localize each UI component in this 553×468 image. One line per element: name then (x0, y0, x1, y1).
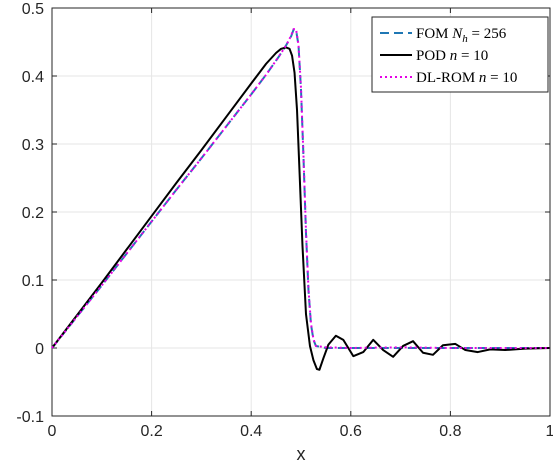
y-tick-label: 0 (35, 341, 44, 358)
y-tick-labels: -0.1 0 0.1 0.2 0.3 0.4 0.5 (16, 1, 44, 426)
y-tick-label: -0.1 (16, 409, 44, 426)
x-tick-label: 0.6 (340, 423, 362, 440)
x-tick-label: 0 (48, 423, 57, 440)
y-tick-label: 0.4 (22, 69, 44, 86)
y-tick-label: 0.5 (22, 1, 44, 18)
legend-entry: FOM Nh = 256 (416, 26, 507, 45)
series-lines (51, 28, 551, 371)
x-axis-label: x (297, 444, 306, 464)
series-line-1 (51, 46, 551, 371)
x-tick-label: 0.8 (439, 423, 461, 440)
legend-entry: POD n = 10 (416, 48, 488, 64)
y-tick-label: 0.3 (22, 137, 44, 154)
y-tick-label: 0.1 (22, 273, 44, 290)
x-tick-label: 0.2 (140, 423, 162, 440)
legend-entry: DL-ROM n = 10 (416, 70, 517, 86)
legend: FOM Nh = 256 POD n = 10 DL-ROM n = 10 (371, 16, 549, 93)
x-tick-label: 0.4 (240, 423, 262, 440)
x-tick-label: 1 (546, 423, 553, 440)
x-tick-labels: 0 0.2 0.4 0.6 0.8 1 (48, 423, 553, 440)
series-line-0 (51, 28, 550, 349)
y-tick-label: 0.2 (22, 205, 44, 222)
